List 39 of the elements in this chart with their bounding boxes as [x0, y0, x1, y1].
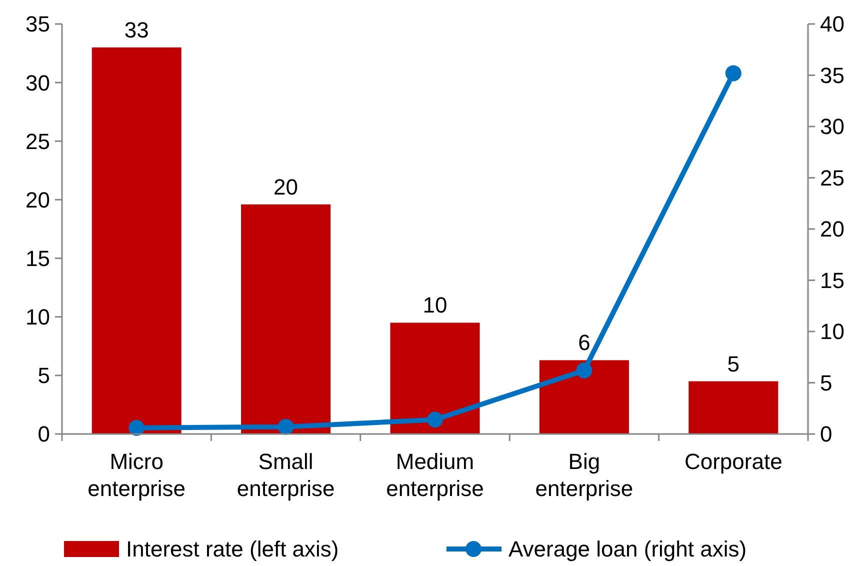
- x-tick-label: Medium enterprise: [386, 449, 484, 501]
- y-tick-label: 30: [26, 70, 50, 96]
- y2-tick-label: 0: [820, 422, 832, 447]
- y-tick-label: 5: [38, 363, 50, 388]
- y2-tick-label: 10: [820, 319, 844, 344]
- x-tick-label: Small enterprise: [236, 449, 335, 501]
- y-tick-label: 0: [38, 422, 50, 447]
- x-tick-label: Big enterprise: [535, 449, 634, 501]
- point: [427, 412, 443, 428]
- bar: [92, 47, 182, 434]
- point: [576, 362, 592, 378]
- data-label: 33: [124, 17, 149, 42]
- point: [725, 65, 742, 82]
- bar: [539, 360, 629, 434]
- y2-tick-label: 40: [820, 12, 844, 37]
- data-label: 20: [274, 174, 298, 200]
- point: [278, 418, 294, 435]
- y2-tick-label: 5: [820, 370, 832, 396]
- legend-label: Average loan (right axis): [508, 536, 747, 562]
- y2-tick-label: 25: [820, 165, 844, 190]
- bar: [241, 204, 331, 434]
- y-tick-label: 35: [26, 12, 50, 37]
- x-tick-label: Corporate: [684, 449, 782, 474]
- y2-tick-label: 20: [820, 216, 844, 242]
- data-label: 5: [727, 351, 740, 376]
- y2-tick-label: 15: [820, 268, 844, 293]
- legend-label: Interest rate (left axis): [126, 536, 339, 562]
- data-label: 6: [578, 330, 590, 356]
- y-tick-label: 15: [26, 246, 50, 271]
- y-tick-label: 10: [26, 304, 50, 330]
- y2-tick-label: 30: [820, 114, 844, 140]
- y-tick-label: 25: [26, 128, 50, 154]
- bar: [390, 322, 480, 434]
- x-tick-label: Micro enterprise: [88, 449, 186, 501]
- bar: [688, 381, 778, 434]
- data-label: 10: [422, 292, 448, 318]
- y-tick-label: 20: [26, 187, 50, 212]
- y2-tick-label: 35: [820, 62, 844, 88]
- point: [128, 420, 145, 436]
